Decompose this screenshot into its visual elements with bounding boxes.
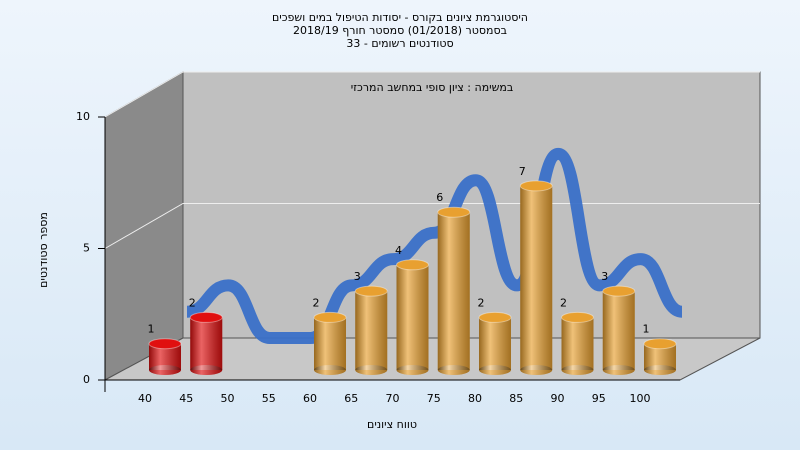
- value-label: 3: [354, 270, 361, 283]
- x-tick-label: 40: [138, 392, 152, 405]
- y-tick-label: 0: [83, 373, 90, 386]
- bar-top: [478, 311, 512, 323]
- bar-group: 3: [354, 270, 388, 375]
- bar-bottom-shade: [602, 365, 635, 375]
- bar-bottom-shade: [520, 365, 553, 375]
- title: היסטוגרמת ציונים בקורס - יסודות הטיפול ב…: [272, 11, 528, 50]
- y-axis-label: מספר סטודנטים: [37, 212, 50, 288]
- bar-bottom-shade: [190, 365, 223, 375]
- x-tick-label: 100: [630, 392, 651, 405]
- value-label: 6: [436, 191, 443, 204]
- bar-bottom-shade: [355, 365, 388, 375]
- bar-shade: [355, 291, 388, 370]
- x-tick-label: 60: [303, 392, 317, 405]
- value-label: 1: [643, 323, 650, 336]
- bar-group: 3: [601, 270, 636, 375]
- value-label: 2: [313, 296, 320, 309]
- bar-bottom-shade: [644, 365, 676, 375]
- value-label: 2: [189, 296, 196, 309]
- bar-bottom-shade: [561, 365, 594, 375]
- x-tick-label: 65: [344, 392, 358, 405]
- bar-top: [519, 180, 553, 192]
- y-tick-label: 10: [76, 110, 90, 123]
- bar-top: [313, 311, 347, 323]
- bar-shade: [561, 317, 594, 370]
- bar-bottom-shade: [437, 365, 470, 375]
- y-tick-label: 5: [83, 242, 90, 255]
- bar-shade: [190, 317, 223, 370]
- x-tick-label: 45: [179, 392, 193, 405]
- bar-group: 1: [643, 323, 677, 375]
- value-label: 1: [148, 323, 155, 336]
- bar-top: [602, 285, 636, 297]
- bar-group: 1: [148, 323, 182, 375]
- bar-shade: [479, 317, 511, 370]
- grid-line: [104, 71, 760, 118]
- bar-bottom-shade: [314, 365, 346, 375]
- bar-shade: [520, 185, 553, 370]
- bar-group: 2: [478, 296, 512, 375]
- bar-bottom-shade: [396, 365, 429, 375]
- x-tick-label: 70: [386, 392, 400, 405]
- bar-group: 7: [519, 165, 553, 375]
- bar-top: [396, 259, 429, 271]
- x-axis-label: טווח ציונים: [367, 418, 417, 431]
- x-tick-label: 55: [262, 392, 276, 405]
- value-label: 7: [519, 165, 526, 178]
- x-tick-label: 50: [221, 392, 235, 405]
- bar-top: [189, 311, 223, 323]
- value-label: 2: [478, 296, 485, 309]
- bar-bottom-shade: [479, 365, 511, 375]
- value-label: 4: [395, 244, 402, 257]
- bar-group: 4: [395, 244, 429, 375]
- x-tick-label: 95: [592, 392, 606, 405]
- bar-group: 2: [313, 296, 347, 375]
- bar-bottom-shade: [149, 365, 181, 375]
- bar-group: 2: [560, 296, 594, 375]
- value-label: 2: [560, 296, 567, 309]
- annotation: במשימה : ציון סופי במחשב המרכזי: [351, 81, 514, 94]
- distribution-curve: [186, 147, 684, 344]
- grid-line: [104, 203, 760, 249]
- bar-shade: [314, 317, 346, 370]
- bar-top: [437, 206, 471, 218]
- bar-shade: [602, 291, 635, 370]
- bar-group: 6: [436, 191, 471, 375]
- title-line: סטודנטים רשומים - 33: [346, 37, 453, 50]
- bar-shade: [396, 264, 429, 370]
- x-tick-label: 75: [427, 392, 441, 405]
- title-line: בסמסטר (01/2018) סמסטר חורף 2018/19: [293, 24, 507, 37]
- value-label: 3: [601, 270, 608, 283]
- x-tick-label: 85: [509, 392, 523, 405]
- bar-top: [643, 338, 677, 350]
- x-tick-label: 90: [551, 392, 565, 405]
- bar-shade: [437, 212, 470, 370]
- bar-top: [148, 338, 182, 350]
- x-tick-label: 80: [468, 392, 482, 405]
- bar-top: [561, 311, 594, 323]
- title-line: היסטוגרמת ציונים בקורס - יסודות הטיפול ב…: [272, 11, 528, 24]
- bar-top: [354, 285, 388, 297]
- bar-group: 2: [189, 296, 223, 375]
